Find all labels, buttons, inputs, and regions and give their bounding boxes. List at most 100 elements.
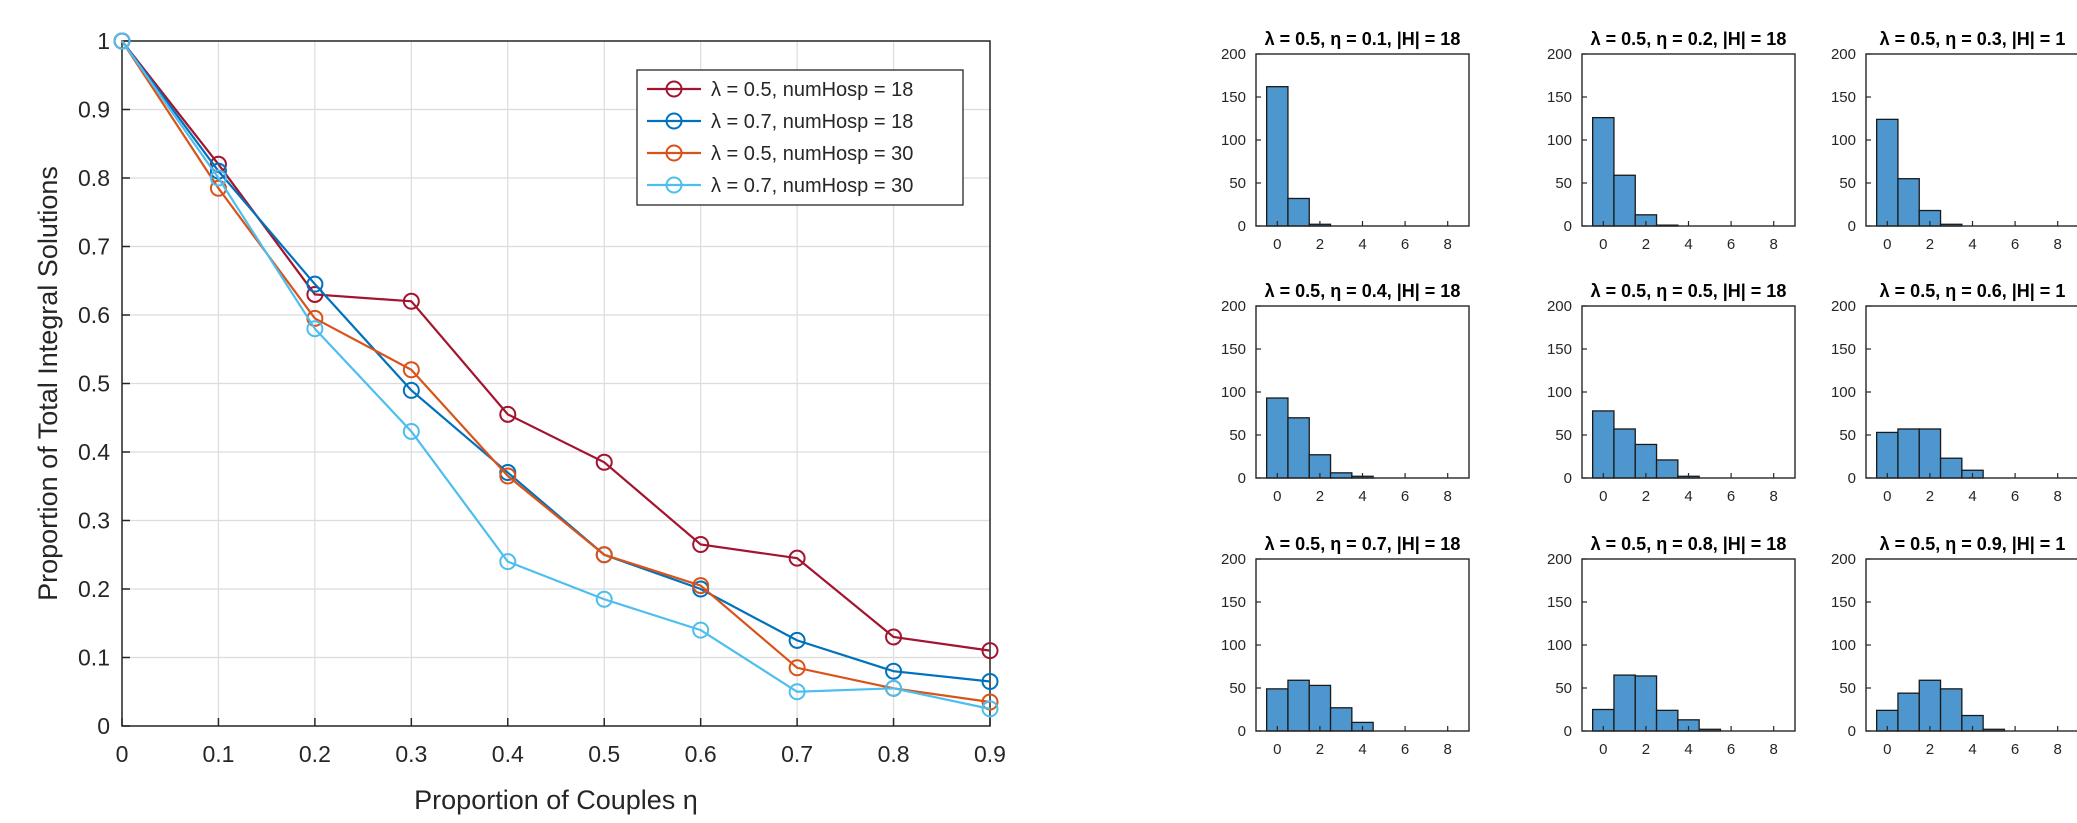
data-point bbox=[788, 549, 806, 567]
histogram-bar bbox=[1287, 679, 1310, 732]
y-tick-label: 0.2 bbox=[78, 576, 110, 602]
x-tick-label: 6 bbox=[1727, 488, 1735, 505]
histogram-panel: 0 2 4 6 8 0 50 100 150 200 λ = 0.5, η = 0.6, |H| =… bbox=[1831, 281, 2077, 505]
data-point bbox=[595, 453, 613, 471]
y-tick-label: 150 bbox=[1547, 89, 1572, 106]
data-point bbox=[402, 381, 420, 399]
histogram-bar bbox=[1876, 118, 1899, 227]
x-tick-label: 6 bbox=[2011, 488, 2019, 505]
histogram-bar bbox=[1897, 692, 1920, 732]
data-point bbox=[885, 628, 903, 646]
x-tick-label: 4 bbox=[1684, 488, 1692, 505]
y-tick-label: 50 bbox=[1839, 175, 1856, 192]
panel-title: λ = 0.5, η = 0.6, |H| = 1 bbox=[1880, 281, 2066, 301]
histogram-bar bbox=[1266, 397, 1289, 479]
data-point bbox=[306, 320, 324, 338]
y-tick-label: 50 bbox=[1839, 680, 1856, 697]
panel-title: λ = 0.5, η = 0.4, |H| = 18 bbox=[1265, 281, 1461, 301]
x-tick-label: 2 bbox=[1642, 741, 1650, 758]
data-point bbox=[981, 672, 999, 690]
x-tick-label: 4 bbox=[1684, 741, 1692, 758]
x-tick-label: 0 bbox=[1599, 741, 1607, 758]
panel-title: λ = 0.5, η = 0.2, |H| = 18 bbox=[1591, 29, 1787, 49]
legend-marker bbox=[665, 112, 683, 130]
x-axis-label: Proportion of Couples η bbox=[414, 785, 698, 815]
data-point bbox=[499, 467, 517, 485]
histogram-panel: 0 2 4 6 8 0 50 100 150 200 λ = 0.5, η = 0.9, |H| =… bbox=[1831, 534, 2077, 758]
y-tick-label: 150 bbox=[1221, 89, 1246, 106]
y-axis-label: Proportion of Total Integral Solutions bbox=[33, 166, 63, 601]
y-tick-label: 100 bbox=[1221, 637, 1246, 654]
y-tick-label: 0 bbox=[1848, 470, 1856, 487]
histogram-panel: 0 2 4 6 8 0 50 100 150 200 λ = 0.5, η = 0.5, |H| =… bbox=[1547, 281, 1796, 505]
data-point bbox=[595, 546, 613, 564]
data-point bbox=[499, 553, 517, 571]
series-line bbox=[121, 40, 991, 710]
y-tick-label: 50 bbox=[1555, 175, 1572, 192]
series-4 bbox=[113, 32, 999, 718]
y-tick-label: 100 bbox=[1547, 637, 1572, 654]
y-tick-label: 0 bbox=[97, 713, 110, 739]
panel-plot-area bbox=[1256, 54, 1469, 226]
series-line bbox=[121, 40, 991, 652]
x-tick-label: 2 bbox=[1926, 488, 1934, 505]
x-tick-label: 6 bbox=[2011, 741, 2019, 758]
data-point bbox=[402, 361, 420, 379]
y-tick-label: 100 bbox=[1221, 132, 1246, 149]
y-tick-label: 200 bbox=[1831, 551, 1856, 568]
y-tick-label: 50 bbox=[1229, 427, 1246, 444]
histogram-panel: 0 2 4 6 8 0 50 100 150 200 λ = 0.5, η = 0.1, |H| =… bbox=[1221, 29, 1470, 253]
legend-entry-label: λ = 0.5, numHosp = 18 bbox=[711, 79, 913, 101]
x-tick-label: 0 bbox=[116, 741, 129, 767]
x-tick-label: 6 bbox=[1727, 236, 1735, 253]
histogram-bar bbox=[1655, 709, 1679, 732]
y-tick-label: 0.8 bbox=[78, 165, 110, 191]
x-tick-label: 2 bbox=[1642, 488, 1650, 505]
x-tick-label: 2 bbox=[1316, 741, 1324, 758]
data-point bbox=[113, 32, 131, 50]
histogram-bar bbox=[1329, 707, 1353, 732]
x-tick-label: 8 bbox=[1444, 488, 1452, 505]
histogram-bar bbox=[1592, 410, 1615, 479]
data-point bbox=[981, 693, 999, 711]
histogram-bar bbox=[1634, 675, 1658, 732]
panel-title: λ = 0.5, η = 0.3, |H| = 1 bbox=[1880, 29, 2066, 49]
x-tick-label: 6 bbox=[1401, 741, 1409, 758]
histogram-bar bbox=[1918, 679, 1942, 732]
y-tick-label: 150 bbox=[1547, 341, 1572, 358]
histogram-bar bbox=[1876, 431, 1899, 479]
x-tick-label: 8 bbox=[1770, 236, 1778, 253]
histogram-bar bbox=[1613, 428, 1636, 479]
x-tick-label: 6 bbox=[1401, 236, 1409, 253]
y-tick-label: 200 bbox=[1831, 46, 1856, 63]
data-point bbox=[692, 535, 710, 553]
histogram-bar bbox=[1308, 684, 1332, 732]
data-point bbox=[306, 285, 324, 303]
y-tick-label: 50 bbox=[1229, 175, 1246, 192]
y-tick-label: 150 bbox=[1831, 341, 1856, 358]
x-tick-label: 0 bbox=[1599, 236, 1607, 253]
histogram-bar bbox=[1287, 417, 1310, 479]
x-tick-label: 0.4 bbox=[492, 741, 524, 767]
legend-box bbox=[636, 69, 964, 206]
y-tick-label: 0 bbox=[1238, 723, 1246, 740]
x-tick-label: 0 bbox=[1883, 488, 1891, 505]
histogram-bar bbox=[1918, 428, 1942, 479]
x-tick-label: 2 bbox=[1316, 488, 1324, 505]
histogram-bar bbox=[1897, 178, 1920, 227]
x-tick-label: 4 bbox=[1358, 488, 1366, 505]
legend-entry-label: λ = 0.5, numHosp = 30 bbox=[711, 143, 913, 165]
x-tick-label: 6 bbox=[1401, 488, 1409, 505]
x-tick-label: 0.5 bbox=[588, 741, 620, 767]
histogram-bar bbox=[1287, 197, 1310, 227]
data-point bbox=[885, 662, 903, 680]
x-tick-label: 4 bbox=[1358, 236, 1366, 253]
y-tick-label: 0.6 bbox=[78, 302, 110, 328]
y-tick-label: 50 bbox=[1229, 680, 1246, 697]
x-tick-label: 8 bbox=[1444, 236, 1452, 253]
x-tick-label: 2 bbox=[1926, 741, 1934, 758]
x-tick-label: 0 bbox=[1273, 488, 1281, 505]
data-point bbox=[402, 422, 420, 440]
